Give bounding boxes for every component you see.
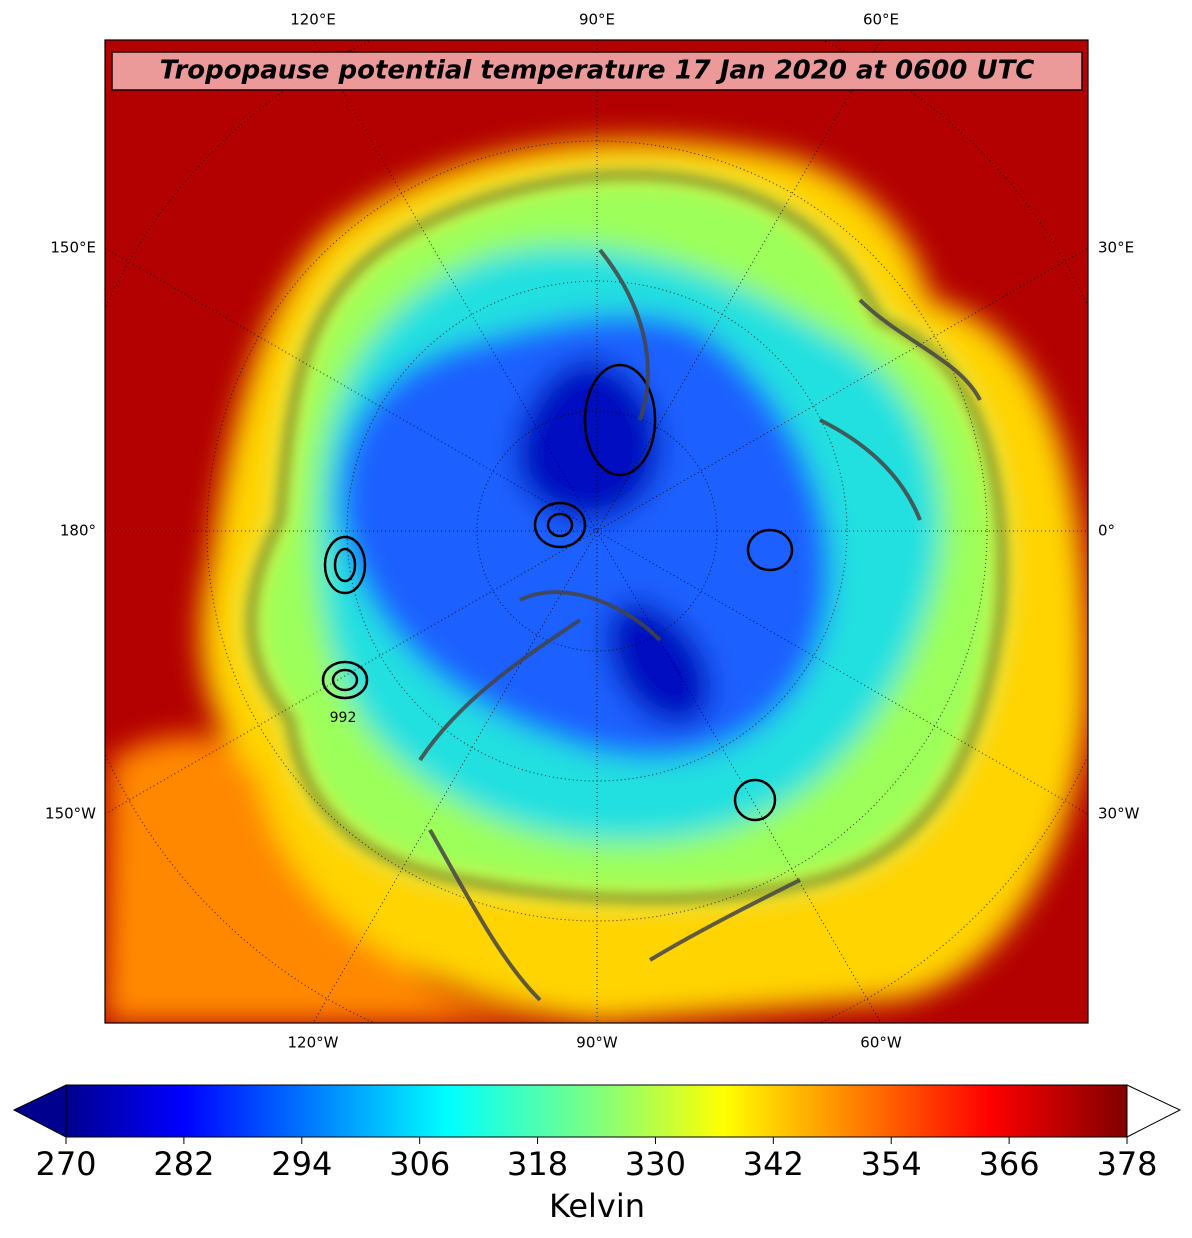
colorbar-tick-label: 318 xyxy=(507,1145,568,1183)
colorbar-tick-label: 282 xyxy=(153,1145,214,1183)
lon-label: 120°W xyxy=(288,1034,339,1052)
tropopause-edge xyxy=(249,173,1005,901)
colorbar-extend-high xyxy=(1126,1084,1182,1138)
temperature-field xyxy=(105,139,1088,1023)
graticule xyxy=(105,40,1088,1023)
colorbar-extend-low xyxy=(12,1084,67,1138)
lon-label: 150°W xyxy=(45,805,96,823)
lon-label: 150°E xyxy=(50,239,96,257)
lon-label: 90°E xyxy=(579,11,615,29)
lon-label: 60°E xyxy=(863,11,899,29)
colorbar-label: Kelvin xyxy=(549,1187,645,1225)
colorbar-tick-label: 342 xyxy=(743,1145,804,1183)
colorbar-tick-label: 378 xyxy=(1096,1145,1157,1183)
colorbar-tick-label: 330 xyxy=(625,1145,686,1183)
colorbar-tick-label: 366 xyxy=(979,1145,1040,1183)
map-title: Tropopause potential temperature 17 Jan … xyxy=(160,56,1035,86)
lon-label: 120°E xyxy=(290,11,336,29)
lon-label: 0° xyxy=(1098,522,1115,540)
lon-labels: 120°E 90°E 60°E 120°W 90°W 60°W 150°E 180° 150°W… xyxy=(45,11,1140,1052)
colorbar-tick-label: 354 xyxy=(861,1145,922,1183)
lon-label: 90°W xyxy=(576,1034,618,1052)
map: Tropopause potential temperature 17 Jan … xyxy=(105,40,1088,1023)
colorbar-tick-label: 270 xyxy=(35,1145,96,1183)
colorbar xyxy=(66,1085,1127,1137)
colorbar-ticks: 270 282 294 306 318 330 342 354 366 378 xyxy=(35,1137,1158,1183)
contour-label: 992 xyxy=(330,710,357,726)
colorbar-tick-label: 294 xyxy=(271,1145,332,1183)
title-box xyxy=(111,51,1083,91)
lon-label: 180° xyxy=(60,522,96,540)
map-frame xyxy=(104,39,1089,1024)
coastlines xyxy=(418,248,982,1002)
colorbar-frame xyxy=(65,1084,1128,1138)
lon-label: 60°W xyxy=(860,1034,902,1052)
pressure-contours xyxy=(321,363,794,822)
lon-label: 30°W xyxy=(1098,805,1140,823)
colorbar-tick-label: 306 xyxy=(389,1145,450,1183)
lon-label: 30°E xyxy=(1098,239,1134,257)
